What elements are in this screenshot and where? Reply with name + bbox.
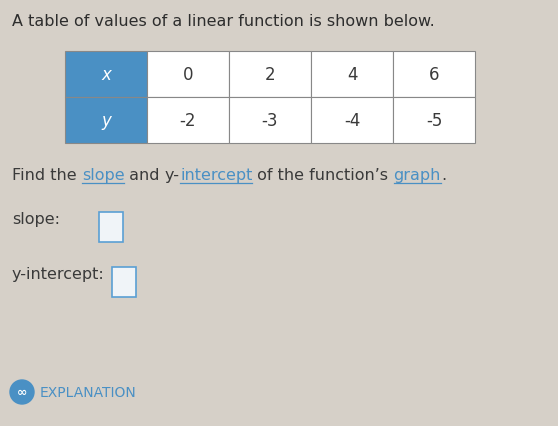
Text: y-intercept:: y-intercept: <box>12 266 105 281</box>
Text: EXPLANATION: EXPLANATION <box>40 385 137 399</box>
Text: -4: -4 <box>344 112 360 130</box>
Bar <box>147 52 229 98</box>
Text: y-: y- <box>165 167 180 183</box>
Text: of the function’s: of the function’s <box>252 167 393 183</box>
Text: intercept: intercept <box>180 167 252 183</box>
Text: 2: 2 <box>264 66 275 84</box>
Bar <box>393 98 475 144</box>
Text: 6: 6 <box>429 66 439 84</box>
Text: -3: -3 <box>262 112 278 130</box>
Bar <box>229 98 311 144</box>
Text: -5: -5 <box>426 112 442 130</box>
Text: ∞: ∞ <box>17 386 27 399</box>
Bar <box>311 98 393 144</box>
Text: .: . <box>441 167 446 183</box>
Text: slope: slope <box>82 167 124 183</box>
Text: A table of values of a linear function is shown below.: A table of values of a linear function i… <box>12 14 435 29</box>
Text: x: x <box>101 66 111 84</box>
Bar <box>229 52 311 98</box>
Text: 4: 4 <box>347 66 357 84</box>
Text: slope:: slope: <box>12 211 60 227</box>
Bar <box>311 52 393 98</box>
Text: 0: 0 <box>183 66 193 84</box>
Circle shape <box>10 380 34 404</box>
Bar <box>147 98 229 144</box>
Text: and: and <box>124 167 165 183</box>
Text: -2: -2 <box>180 112 196 130</box>
Text: y: y <box>101 112 111 130</box>
Bar <box>65 52 147 98</box>
Text: graph: graph <box>393 167 441 183</box>
Bar <box>393 52 475 98</box>
FancyBboxPatch shape <box>112 268 136 297</box>
Text: Find the: Find the <box>12 167 82 183</box>
Bar <box>65 98 147 144</box>
FancyBboxPatch shape <box>99 213 123 242</box>
